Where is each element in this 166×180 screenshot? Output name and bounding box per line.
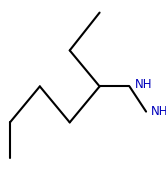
Text: NH₂: NH₂ [151,105,166,118]
Text: NH: NH [134,78,152,91]
